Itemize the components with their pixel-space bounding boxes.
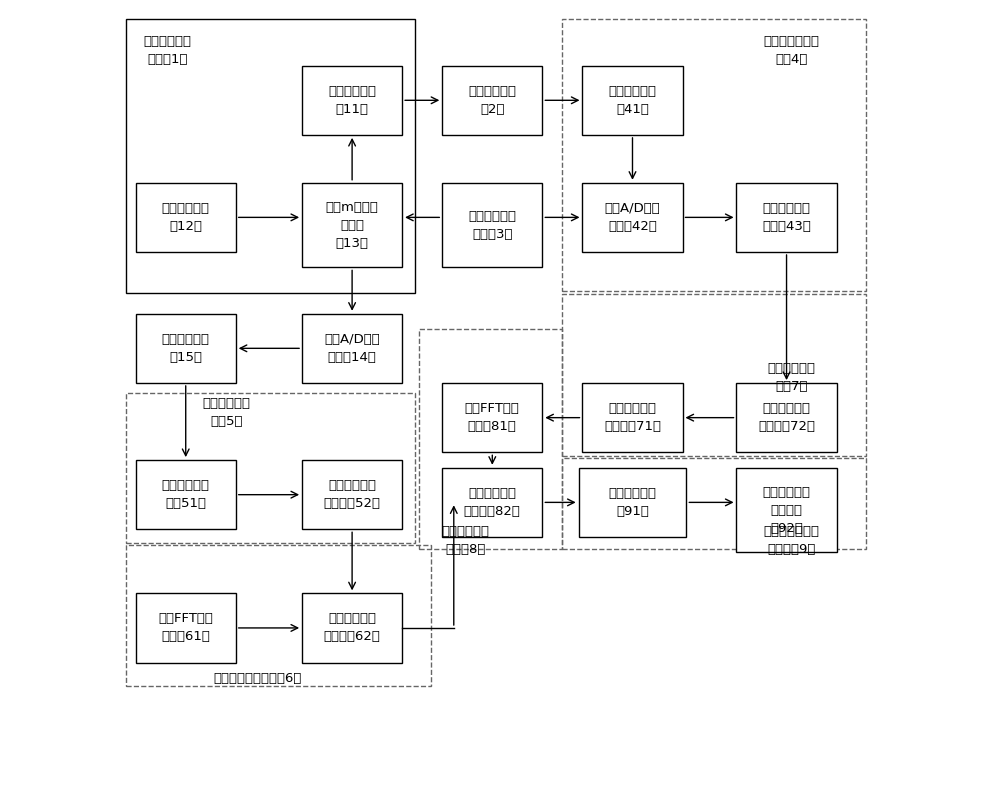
- Text: 第一参数单元
（12）: 第一参数单元 （12）: [162, 202, 210, 233]
- Text: 第二FFT算子
单元（81）: 第二FFT算子 单元（81）: [465, 402, 520, 433]
- Text: 第一信号产生
模块（1）: 第一信号产生 模块（1）: [143, 35, 191, 66]
- Bar: [136, 182, 236, 252]
- Text: 第一频域转换模块（6）: 第一频域转换模块（6）: [213, 671, 302, 685]
- Bar: [579, 468, 686, 537]
- Bar: [736, 182, 837, 252]
- Bar: [126, 20, 415, 293]
- Bar: [302, 66, 402, 135]
- Bar: [736, 383, 837, 452]
- Text: 第一大地系统
（2）: 第一大地系统 （2）: [468, 85, 516, 116]
- Text: 第一自相关模
块（5）: 第一自相关模 块（5）: [203, 397, 251, 428]
- Bar: [136, 593, 236, 663]
- Text: 第一自相关存
储单元（52）: 第一自相关存 储单元（52）: [324, 479, 381, 510]
- Bar: [442, 383, 542, 452]
- Bar: [302, 593, 402, 663]
- Text: 第一互相关模
块（7）: 第一互相关模 块（7）: [767, 362, 815, 393]
- Text: 第一大地频域
辨识单元
（92）: 第一大地频域 辨识单元 （92）: [763, 486, 811, 534]
- Text: 第一m序列生
成单元
（13）: 第一m序列生 成单元 （13）: [326, 200, 379, 250]
- Bar: [562, 20, 866, 292]
- Bar: [582, 182, 683, 252]
- Text: 第一自相关单
元（51）: 第一自相关单 元（51）: [162, 479, 210, 510]
- Bar: [302, 460, 402, 529]
- Text: 第二频域转换
模块（8）: 第二频域转换 模块（8）: [441, 525, 489, 556]
- Text: 第一互相关频
域单元（82）: 第一互相关频 域单元（82）: [464, 487, 521, 518]
- Text: 第一发送电极
（11）: 第一发送电极 （11）: [328, 85, 376, 116]
- Bar: [442, 182, 542, 267]
- Bar: [582, 66, 683, 135]
- Bar: [736, 468, 837, 553]
- Bar: [582, 383, 683, 452]
- Text: 第一互相关存
储单元（71）: 第一互相关存 储单元（71）: [604, 402, 661, 433]
- Bar: [442, 66, 542, 135]
- Text: 第二A/D采集
单元（42）: 第二A/D采集 单元（42）: [605, 202, 660, 233]
- Bar: [562, 457, 866, 549]
- Text: 第一时间同步
模块（3）: 第一时间同步 模块（3）: [468, 210, 516, 241]
- Bar: [126, 545, 431, 685]
- Bar: [562, 295, 866, 456]
- Text: 第二采集存储
单元（43）: 第二采集存储 单元（43）: [762, 202, 811, 233]
- Bar: [136, 460, 236, 529]
- Text: 第一存储单元
（15）: 第一存储单元 （15）: [162, 332, 210, 364]
- Text: 第一除法单元
（91）: 第一除法单元 （91）: [608, 487, 656, 518]
- Bar: [302, 182, 402, 267]
- Bar: [442, 468, 542, 537]
- Text: 第一系统函数求
解模块（9）: 第一系统函数求 解模块（9）: [763, 525, 819, 556]
- Text: 第一自相关频
域单元（62）: 第一自相关频 域单元（62）: [324, 612, 381, 644]
- Bar: [136, 314, 236, 383]
- Text: 第一A/D采集
单元（14）: 第一A/D采集 单元（14）: [324, 332, 380, 364]
- Text: 第一互相关算
子单元（72）: 第一互相关算 子单元（72）: [758, 402, 815, 433]
- Text: 第一信号接收模
块（4）: 第一信号接收模 块（4）: [763, 35, 819, 66]
- Bar: [419, 329, 562, 549]
- Text: 第一接收电极
（41）: 第一接收电极 （41）: [608, 85, 656, 116]
- Bar: [126, 393, 415, 543]
- Bar: [302, 314, 402, 383]
- Text: 第一FFT算子
单元（61）: 第一FFT算子 单元（61）: [158, 612, 213, 644]
